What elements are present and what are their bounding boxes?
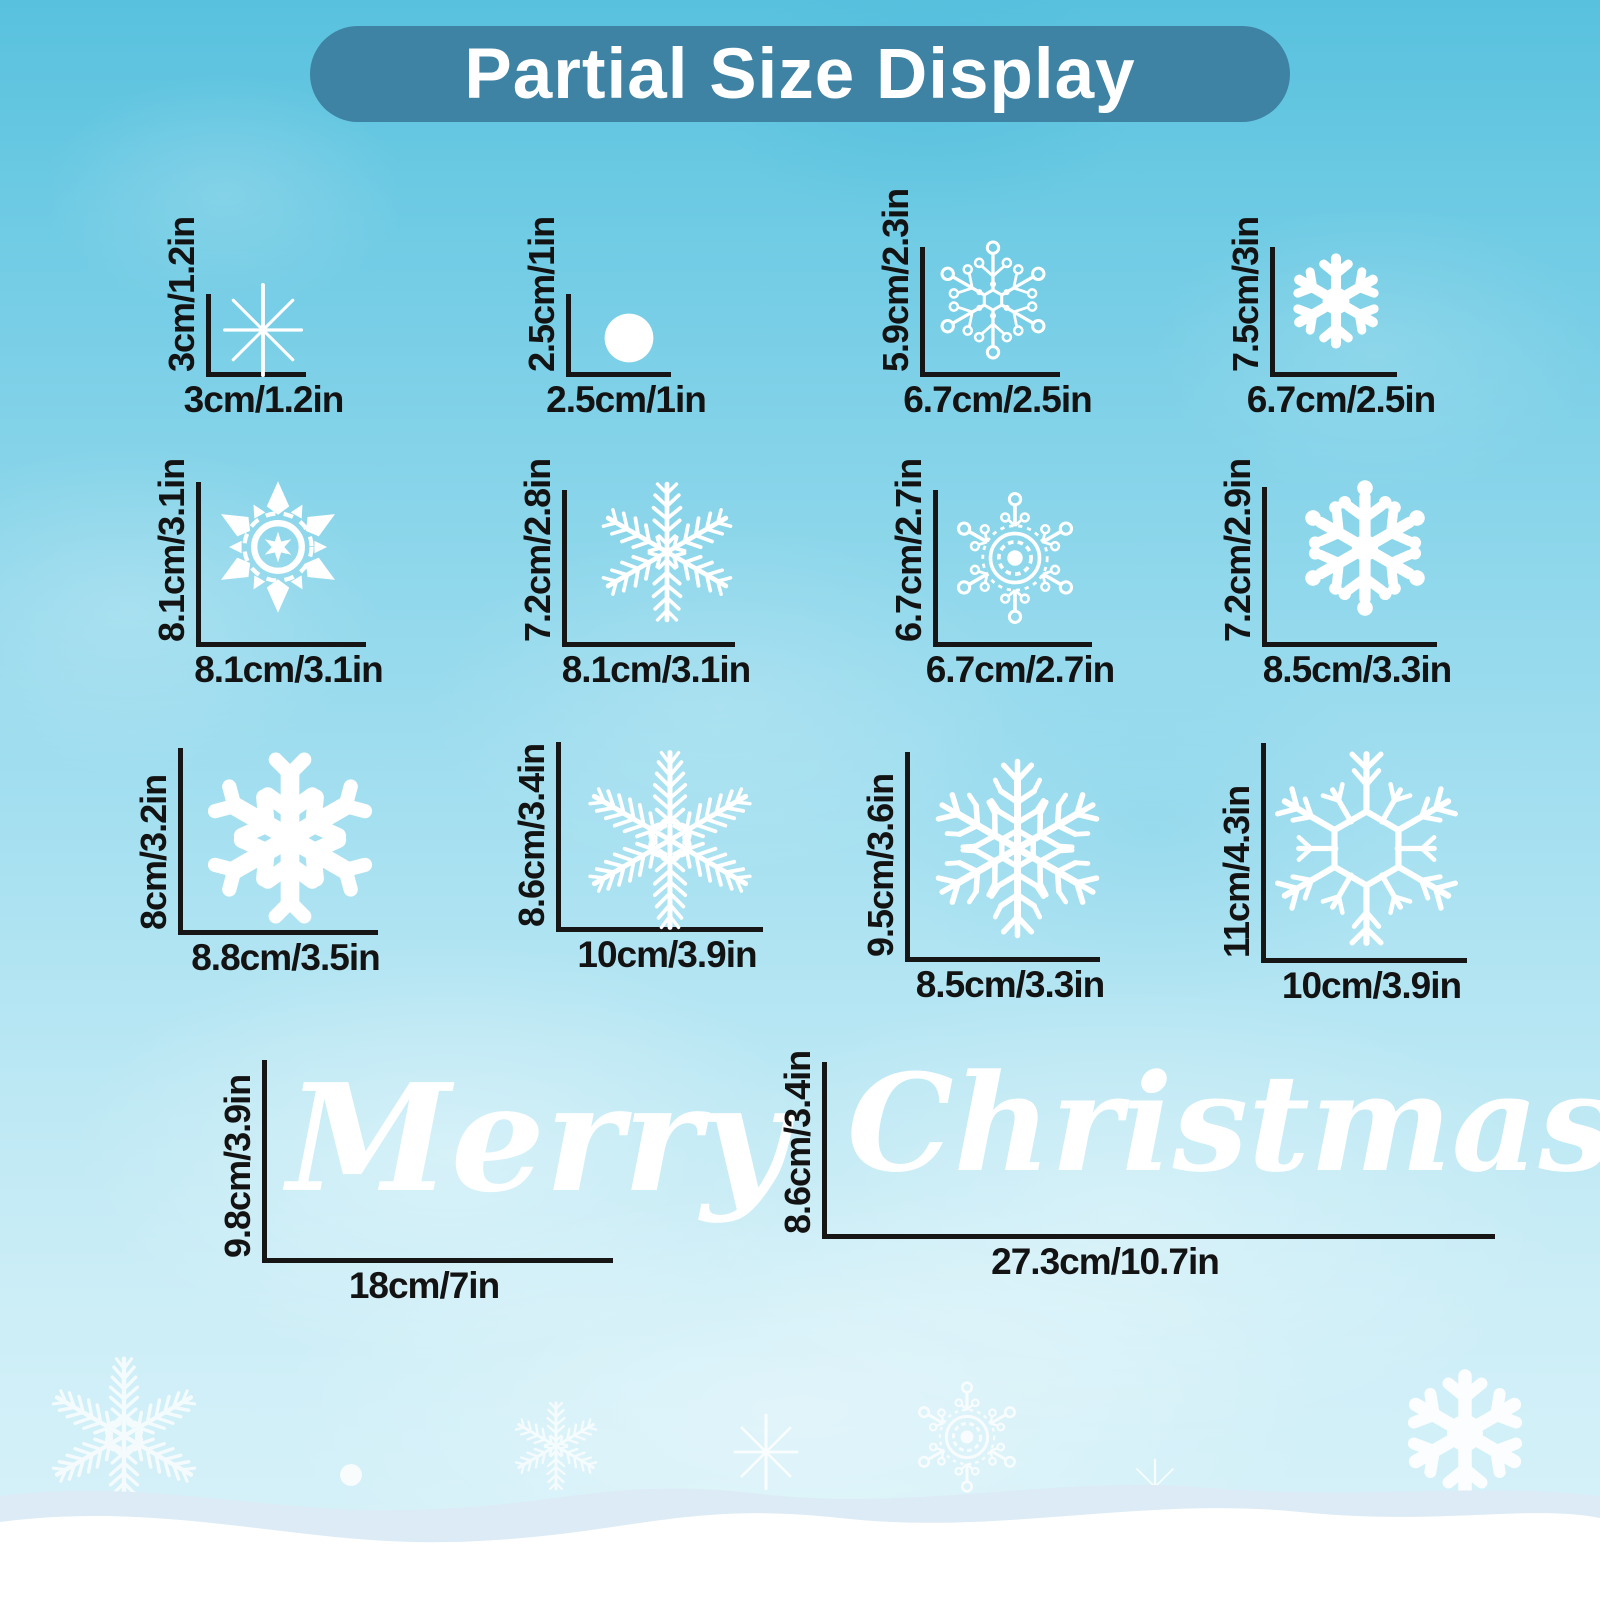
height-label: 7.2cm/2.9in [1217,458,1258,642]
width-label: 8.5cm/3.3in [915,964,1106,1005]
width-label: 10cm/3.9in [577,934,757,975]
height-label: 8.6cm/3.4in [777,1050,818,1234]
width-label: 8.1cm/3.1in [194,649,384,690]
dotted-snowflake-icon [1290,473,1440,623]
height-label: 7.2cm/2.8in [517,458,558,642]
size-item: 6.7cm/2.7in 6.7cm/2.7in [888,459,1115,690]
medallion-snowflake-icon [208,477,348,617]
width-label: 8.5cm/3.3in [1262,649,1453,690]
size-item: Merry 9.8cm/3.9in 18cm/7in [217,1060,787,1306]
height-label: 9.8cm/3.9in [217,1074,258,1258]
spiky-snowflake-icon [1264,746,1469,951]
size-item: 7.2cm/2.8in 8.1cm/3.1in [517,459,751,690]
page-title: Partial Size Display [464,34,1136,114]
size-item: 2.5cm/1in 2.5cm/1in [521,217,707,420]
size-item: 8.6cm/3.4in 10cm/3.9in [511,742,765,975]
width-label: 6.7cm/2.5in [1246,379,1437,420]
height-label: 9.5cm/3.6in [860,773,901,957]
height-label: 11cm/4.3in [1216,785,1257,958]
bold-snowflake-icon [1280,245,1392,357]
size-item: 8.1cm/3.1in 8.1cm/3.1in [151,459,384,690]
width-label: 6.7cm/2.7in [925,649,1116,690]
width-label: 8.1cm/3.1in [561,649,752,690]
classic-snowflake-icon [201,749,379,927]
title-banner: Partial Size Display [310,26,1290,122]
sparkle-icon [215,282,311,378]
crystal-snowflake-icon [575,745,765,935]
size-item: 11cm/4.3in 10cm/3.9in [1216,743,1469,1006]
width-label: 27.3cm/10.7in [991,1241,1220,1282]
width-label: 10cm/3.9in [1281,965,1462,1006]
height-label: 5.9cm/2.3in [875,188,916,372]
height-label: 8.6cm/3.4in [511,743,552,927]
width-label: 8.8cm/3.5in [191,937,381,978]
size-item: 3cm/1.2in 3cm/1.2in [161,217,344,420]
size-item: 7.2cm/2.9in 8.5cm/3.3in [1217,459,1452,690]
lace-snowflake-icon [945,488,1085,628]
width-label: 18cm/7in [348,1265,500,1306]
christmas-script-text: Christmas [847,1044,1600,1202]
height-label: 8cm/3.2in [133,774,174,930]
size-item: 8cm/3.2in 8.8cm/3.5in [133,748,381,978]
width-label: 6.7cm/2.5in [903,379,1093,420]
merry-script-text: Merry [287,1051,787,1225]
dot-icon [600,309,658,367]
open-snowflake-icon [930,237,1056,363]
size-item: Christmas 8.6cm/3.4in 27.3cm/10.7in [777,1051,1600,1282]
height-label: 3cm/1.2in [161,216,202,372]
pine-snowflake-icon [925,756,1110,941]
size-item: 9.5cm/3.6in 8.5cm/3.3in [860,752,1100,1005]
snow-wave [0,1484,1600,1600]
fern-snowflake-icon [588,473,746,631]
height-label: 8.1cm/3.1in [151,458,192,642]
size-item: 7.5cm/3in 6.7cm/2.5in [1225,217,1436,420]
height-label: 2.5cm/1in [521,216,562,372]
size-item: 5.9cm/2.3in 6.7cm/2.5in [875,189,1093,420]
height-label: 6.7cm/2.7in [888,458,929,642]
height-label: 7.5cm/3in [1225,216,1266,372]
width-label: 3cm/1.2in [183,379,345,420]
width-label: 2.5cm/1in [546,379,707,420]
